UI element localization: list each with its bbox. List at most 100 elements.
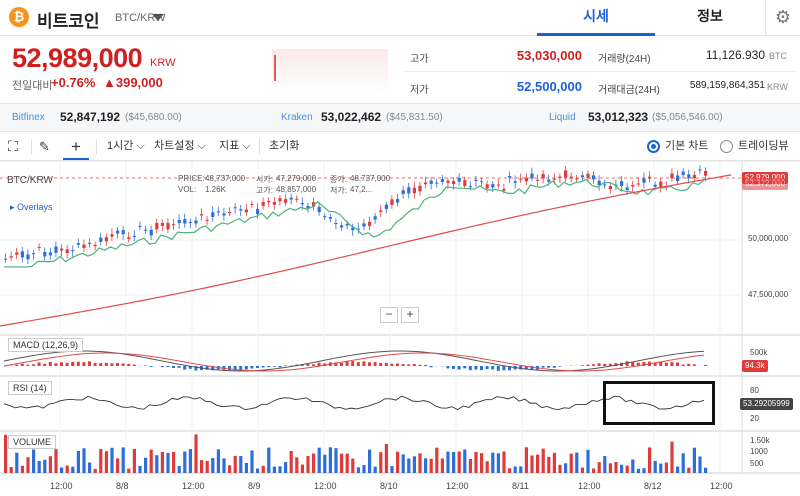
macd-histogram-bar	[188, 366, 192, 369]
candle	[278, 198, 282, 202]
candle	[524, 177, 528, 182]
candle	[429, 180, 433, 184]
volume-bar	[244, 463, 248, 473]
macd-histogram-bar	[424, 364, 427, 366]
volume-bar	[149, 449, 153, 473]
candle	[452, 181, 456, 185]
change-label: 전일대비	[12, 80, 53, 92]
volume-bar	[88, 462, 92, 473]
candle	[272, 201, 276, 205]
amount-value: 589,159,864,351	[689, 80, 765, 91]
pencil-icon[interactable]: ✎	[39, 139, 50, 154]
reset-button[interactable]: 초기화	[269, 140, 300, 152]
chart-settings-select[interactable]: 차트설정 ⌵	[154, 133, 206, 160]
macd-histogram-bar	[127, 363, 131, 366]
macd-histogram-bar	[149, 366, 153, 367]
macd-histogram-bar	[552, 366, 556, 368]
candle	[424, 182, 428, 185]
volume-bar	[323, 454, 327, 473]
volume-bar	[614, 461, 618, 473]
crosshair-icon[interactable]: +	[63, 133, 89, 160]
tradingview-radio[interactable]	[720, 140, 733, 153]
candle	[54, 246, 58, 253]
macd-histogram-bar	[110, 363, 114, 366]
volume-bar	[698, 456, 702, 473]
volume-bar	[502, 451, 506, 473]
volume-bar	[463, 449, 467, 473]
macd-histogram-bar	[76, 361, 80, 366]
volume-bar	[530, 455, 534, 473]
macd-histogram-bar	[379, 363, 383, 366]
volume-bar	[272, 466, 276, 473]
macd-histogram-bar	[468, 366, 472, 371]
time-axis-label: 12:00	[710, 481, 733, 491]
candle	[93, 244, 97, 247]
macd-histogram-bar	[20, 363, 24, 366]
candle	[396, 198, 400, 203]
tab-quote[interactable]: 시세	[537, 0, 655, 36]
macd-histogram-bar	[412, 363, 416, 366]
macd-histogram-bar	[60, 362, 63, 366]
volume-bar	[132, 448, 136, 473]
candle	[110, 234, 114, 237]
volume-bar	[211, 457, 215, 473]
candle	[519, 178, 523, 180]
volume-bar	[446, 451, 450, 473]
zoom-out-button[interactable]: −	[380, 307, 398, 323]
volume-bar	[440, 458, 444, 473]
candle	[407, 187, 411, 194]
candle	[244, 209, 248, 213]
candle	[530, 173, 534, 179]
volume-bar	[300, 464, 304, 473]
volume-bar	[222, 458, 226, 473]
basic-chart-radio[interactable]	[647, 140, 660, 153]
volume-bar	[200, 460, 204, 473]
candle	[597, 180, 601, 185]
volume-bar	[659, 463, 663, 473]
ohlc-price-label: PRICE:	[178, 174, 205, 183]
price-chart[interactable]: BTC/KRW ▸ Overlays PRICE: 48,737,000 시가:…	[0, 161, 800, 496]
volume-bar	[552, 452, 556, 473]
macd-histogram-bar	[278, 366, 282, 368]
interval-select[interactable]: 1시간 ⌵	[107, 133, 145, 160]
ohlc-open-label: 시가:	[256, 175, 273, 184]
volume-bar	[317, 447, 321, 473]
candle	[480, 181, 484, 183]
coin-select-dropdown-icon[interactable]	[152, 14, 164, 21]
overlays-toggle[interactable]: ▸ Overlays	[10, 202, 53, 212]
macd-histogram-bar	[317, 362, 321, 366]
macd-histogram-bar	[491, 366, 495, 370]
fullscreen-icon[interactable]: ⛶	[8, 138, 18, 154]
candle	[384, 204, 388, 209]
basic-chart-label[interactable]: 기본 차트	[665, 140, 709, 152]
zoom-in-button[interactable]: +	[401, 307, 419, 323]
volume-bar	[345, 453, 349, 473]
candle	[15, 252, 19, 255]
volume-bar	[172, 451, 176, 473]
gear-icon[interactable]: ⚙	[765, 0, 800, 36]
candle	[502, 188, 506, 191]
tab-info[interactable]: 정보	[697, 8, 723, 24]
volume-bar	[48, 456, 52, 473]
candle	[496, 184, 500, 186]
candle	[328, 217, 332, 219]
macd-histogram-bar	[625, 361, 629, 366]
volume-bar	[144, 457, 148, 473]
volume-bar	[692, 447, 696, 473]
toolbar-divider	[31, 139, 32, 154]
macd-histogram-bar	[446, 366, 450, 369]
candle	[188, 221, 192, 223]
macd-histogram-bar	[144, 365, 147, 366]
macd-line	[3, 350, 705, 372]
candle	[485, 184, 489, 189]
tradingview-label[interactable]: 트레이딩뷰	[738, 140, 789, 152]
candle	[603, 184, 607, 186]
macd-histogram-bar	[586, 364, 590, 366]
macd-histogram-bar	[541, 366, 545, 368]
candle	[676, 175, 680, 181]
candle	[457, 177, 461, 182]
indicators-select[interactable]: 지표 ⌵	[219, 133, 251, 160]
candle	[636, 183, 640, 185]
exchange-name: Kraken	[281, 112, 313, 123]
macd-histogram-bar	[687, 363, 691, 366]
